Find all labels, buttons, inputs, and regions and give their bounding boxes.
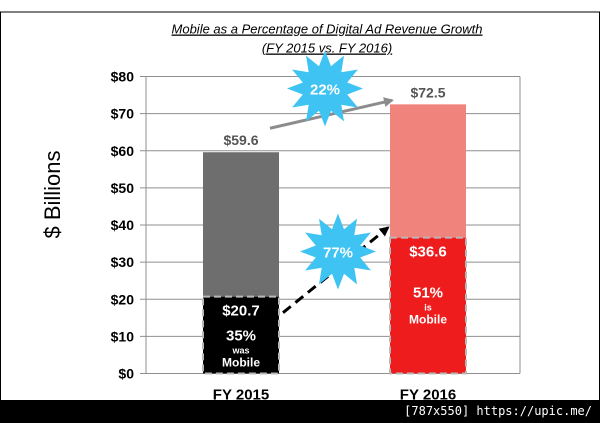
bar-total-label: $72.5 <box>410 84 445 100</box>
mobile-share-word: is <box>424 303 432 313</box>
y-tick-label: $70 <box>111 106 135 122</box>
watermark-strip: [787x550] https://upic.me/ <box>0 400 600 423</box>
total-growth-arrow <box>269 97 394 130</box>
bar-nonmobile <box>203 152 279 297</box>
mobile-share-caption: Mobile <box>222 356 260 370</box>
mobile-share-caption: Mobile <box>409 313 447 327</box>
bars: $59.6$20.735%wasMobile$72.5$36.651%isMob… <box>202 84 467 375</box>
bar-nonmobile <box>390 104 466 238</box>
y-tick-label: $10 <box>111 328 135 344</box>
bar-mobile-value-label: $20.7 <box>222 303 260 320</box>
mobile-share-word: was <box>231 346 249 356</box>
y-axis-label: $ Billions <box>40 150 65 238</box>
x-tick-label: FY 2015 <box>213 387 269 404</box>
bar-mobile-value-label: $36.6 <box>409 244 447 261</box>
mobile-share-percent: 35% <box>226 328 256 345</box>
x-tick-label: FY 2016 <box>400 387 456 404</box>
y-tick-label: $20 <box>111 291 135 307</box>
growth-label: 77% <box>323 245 353 262</box>
annotations: 22% 77% <box>269 50 394 314</box>
chart-subtitle: (FY 2015 vs. FY 2016) <box>262 41 392 56</box>
mobile-share-percent: 51% <box>413 285 443 302</box>
growth-starburst <box>300 213 376 290</box>
chart-title: Mobile as a Percentage of Digital Ad Rev… <box>172 22 483 37</box>
y-tick-label: $30 <box>111 254 135 270</box>
x-tick-labels: FY 2015 FY 2016 <box>213 387 456 404</box>
y-tick-label: $60 <box>111 143 135 159</box>
y-tick-label: $0 <box>118 366 134 382</box>
y-tick-label: $50 <box>111 180 135 196</box>
y-tick-label: $40 <box>111 217 135 233</box>
growth-starburst <box>287 50 363 127</box>
growth-label: 22% <box>310 82 340 99</box>
y-tick-label: $80 <box>111 69 135 85</box>
bar-mobile <box>202 295 280 375</box>
bar-mobile <box>389 236 467 375</box>
bar-total-label: $59.6 <box>223 132 258 148</box>
y-tick-labels: $0 $10 $20 $30 $40 $50 $60 $70 $80 <box>111 69 135 382</box>
